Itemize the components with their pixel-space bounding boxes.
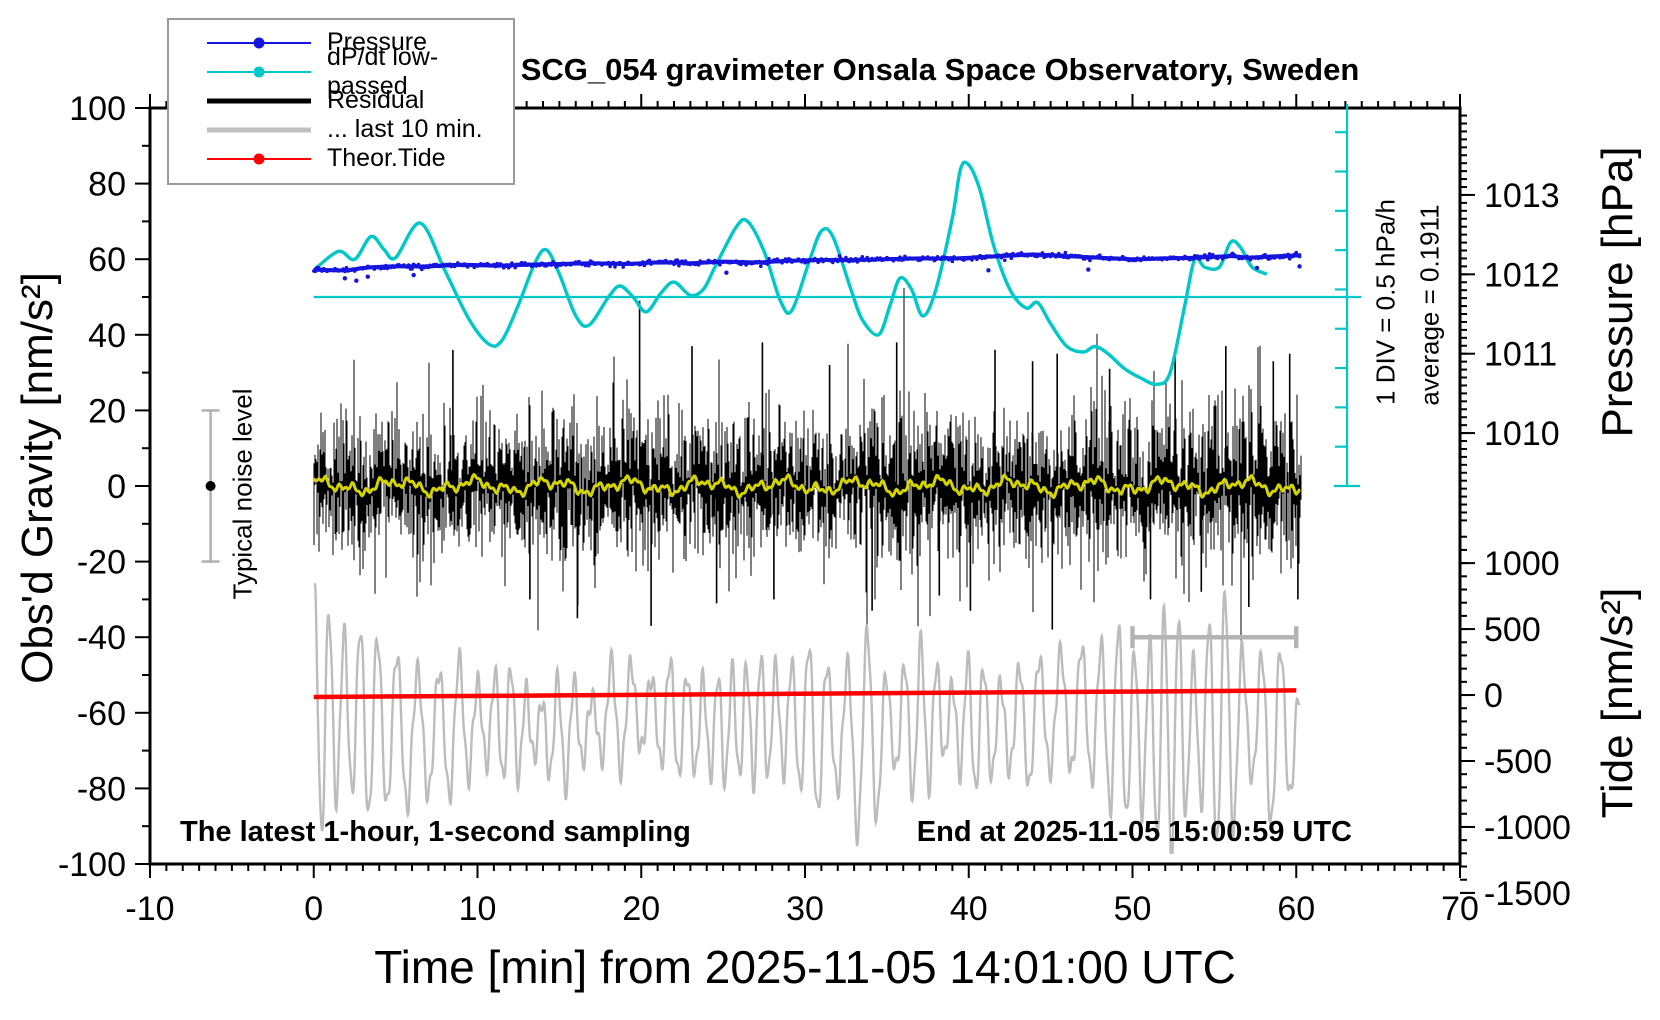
left-tick-labels: -100 -80 -60 -40 -20 0 20 40 60 80 100	[58, 90, 126, 884]
residual-smooth-series	[312, 472, 1301, 500]
legend-label: Theor.Tide	[327, 144, 446, 172]
tide-tick-label: -1000	[1484, 809, 1571, 847]
noise-errorbar	[201, 409, 220, 563]
pressure-tick-label: 1011	[1484, 336, 1557, 374]
x-axis-title: Time [min] from 2025-11-05 14:01:00 UTC	[374, 941, 1236, 993]
gravity-tick-label: 80	[88, 166, 126, 204]
gravity-tick-label: 0	[107, 468, 126, 506]
residual-legend-sample	[207, 98, 311, 103]
gravity-tick-label: -80	[77, 770, 126, 808]
tide-tick-label: 1000	[1484, 545, 1560, 583]
dpdt-legend-sample	[207, 66, 311, 77]
gravity-tick-label: 100	[69, 90, 126, 128]
legend-label: Residual	[327, 86, 425, 114]
legend-item-last10: ... last 10 min.	[169, 115, 513, 144]
chart-title: SCG_054 gravimeter Onsala Space Observat…	[520, 52, 1360, 87]
gravity-tick-label: -100	[58, 846, 126, 884]
left-axis-title: Obs'd Gravity [nm/s²]	[13, 272, 62, 684]
x-tick-label: 60	[1277, 890, 1315, 928]
x-tick-label: 50	[1114, 890, 1152, 928]
legend-box: Pressure dP/dt low-passed Residual ... l…	[167, 18, 515, 185]
pressure-series	[312, 250, 1302, 283]
sampling-annotation: The latest 1-hour, 1-second sampling	[180, 816, 691, 848]
legend-item-dpdt: dP/dt low-passed	[169, 43, 513, 100]
x-tick-label: -10	[125, 890, 174, 928]
legend-item-tide: Theor.Tide	[169, 144, 513, 173]
x-tick-label: 0	[304, 890, 323, 928]
gravity-tick-label: 40	[88, 317, 126, 355]
x-tick-label: 10	[459, 890, 497, 928]
x-tick-labels: -10 0 10 20 30 40 50 60 70	[125, 890, 1478, 928]
gravity-tick-label: -40	[77, 619, 126, 657]
legend-item-pressure: Pressure	[169, 28, 513, 57]
legend-item-residual: Residual	[169, 86, 513, 115]
x-tick-label: 20	[622, 890, 660, 928]
gravity-tick-label: -20	[77, 544, 126, 582]
noise-level-label: Typical noise level	[227, 388, 258, 600]
legend-label: ... last 10 min.	[327, 115, 483, 143]
tide-tick-label: -1500	[1484, 875, 1571, 913]
x-tick-label: 40	[950, 890, 988, 928]
tide-tick-label: -500	[1484, 743, 1552, 781]
last10-legend-sample	[207, 127, 311, 132]
average-label: average = 0.1911	[1414, 204, 1445, 406]
axes	[135, 94, 1462, 878]
tide-ticks: 1000 500 0 -500 -1000 -1500	[1460, 535, 1571, 913]
residual-series	[313, 288, 1302, 643]
theor-tide-series	[313, 688, 1297, 700]
pressure-tick-label: 1010	[1484, 415, 1560, 453]
gravity-tick-label: 20	[88, 392, 126, 430]
last10-series	[313, 583, 1301, 854]
pressure-tick-label: 1013	[1484, 177, 1560, 215]
pressure-tick-label: 1012	[1484, 256, 1560, 294]
gravity-tick-label: 60	[88, 241, 126, 279]
tide-tick-label: 500	[1484, 611, 1541, 649]
dpdt-series	[312, 160, 1268, 387]
end-time-annotation: End at 2025-11-05 15:00:59 UTC	[916, 816, 1352, 848]
pressure-axis-title: Pressure [hPa]	[1593, 146, 1642, 438]
x-tick-label: 30	[786, 890, 824, 928]
x-tick-label: 70	[1441, 890, 1479, 928]
pressure-ticks: 1013 1012 1011 1010	[1460, 114, 1560, 522]
tide-tick-label: 0	[1484, 677, 1503, 715]
pressure-legend-sample	[207, 37, 311, 48]
div-scale-label: 1 DIV = 0.5 hPa/h	[1370, 199, 1401, 405]
last10-bracket	[1130, 626, 1299, 649]
tide-legend-sample	[207, 153, 311, 164]
legend-label: Pressure	[327, 28, 428, 56]
legend-label: dP/dt low-passed	[327, 42, 439, 100]
gravity-tick-label: -60	[77, 695, 126, 733]
tide-axis-title: Tide [nm/s²]	[1593, 587, 1642, 819]
